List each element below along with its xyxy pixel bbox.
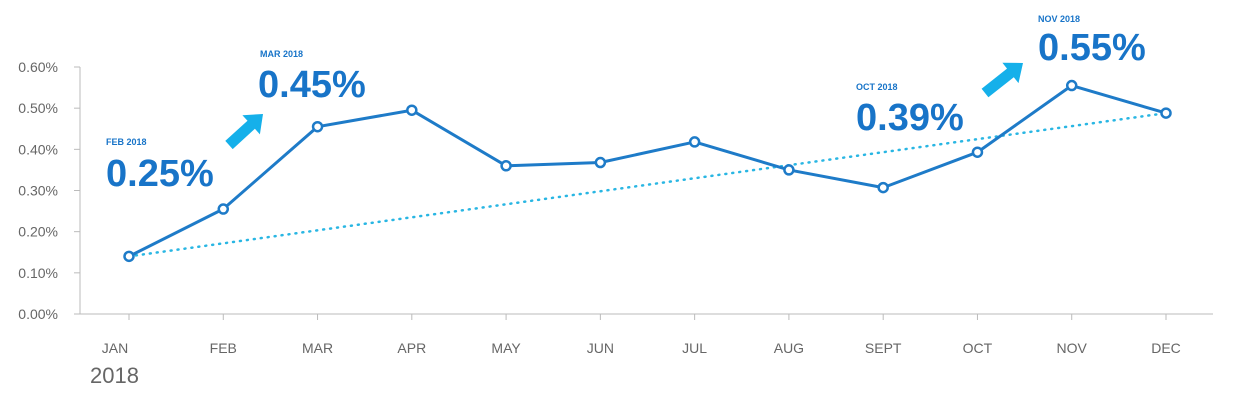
y-tick-label: 0.40%	[18, 141, 58, 157]
x-tick-label: MAR	[302, 340, 333, 356]
x-tick-label: OCT	[963, 340, 993, 356]
data-point	[123, 250, 135, 263]
trendline-path	[127, 111, 1168, 258]
annotations: FEB 2018 0.25% MAR 2018 0.45% OCT 2018 0.39% N…	[106, 14, 1146, 195]
y-tick-label: 0.00%	[18, 306, 58, 322]
x-tick-label: APR	[397, 340, 426, 356]
annotation-value: 0.55%	[1038, 27, 1146, 69]
data-point	[1160, 107, 1172, 119]
data-point	[783, 164, 795, 176]
series-line	[123, 79, 1172, 263]
annotation-date: OCT 2018	[856, 82, 898, 92]
data-point	[406, 104, 418, 116]
annotation-date: NOV 2018	[1038, 14, 1080, 24]
x-tick-label: JUL	[682, 340, 707, 356]
up-arrow-icon	[225, 114, 263, 150]
data-point	[971, 146, 984, 158]
data-point	[217, 203, 230, 215]
x-axis: JAN FEB MAR APR MAY JUN JUL AUG SEPT OCT NOV DEC	[80, 313, 1213, 356]
y-tick-label: 0.30%	[18, 183, 58, 199]
year-label: 2018	[90, 363, 139, 388]
data-point	[688, 136, 701, 148]
y-tick-label: 0.60%	[18, 59, 58, 75]
trendline	[127, 111, 1168, 258]
y-axis: 0.00% 0.10% 0.20% 0.30% 0.40% 0.50% 0.60%	[18, 59, 81, 322]
x-tick-label: NOV	[1057, 340, 1088, 356]
data-point	[594, 156, 607, 169]
annotation-date: MAR 2018	[260, 49, 303, 59]
x-tick-label: AUG	[774, 340, 804, 356]
annotation-value: 0.39%	[856, 97, 964, 139]
y-tick-label: 0.50%	[18, 100, 58, 116]
y-tick-label: 0.20%	[18, 224, 58, 240]
series-polyline	[128, 84, 1167, 258]
x-tick-label: SEPT	[865, 340, 902, 356]
y-tick-label: 0.10%	[18, 265, 58, 281]
annotation-value: 0.25%	[106, 153, 214, 195]
x-tick-label: DEC	[1151, 340, 1181, 356]
annotation-value: 0.45%	[258, 64, 366, 106]
data-point	[500, 160, 512, 172]
data-point	[1065, 79, 1078, 92]
data-point	[311, 120, 324, 133]
up-arrow-icon	[981, 62, 1023, 98]
data-point	[877, 181, 889, 194]
x-tick-label: JUN	[587, 340, 614, 356]
x-tick-label: FEB	[210, 340, 237, 356]
annotation-date: FEB 2018	[106, 137, 147, 147]
x-tick-label: MAY	[491, 340, 521, 356]
x-tick-label: JAN	[102, 340, 128, 356]
